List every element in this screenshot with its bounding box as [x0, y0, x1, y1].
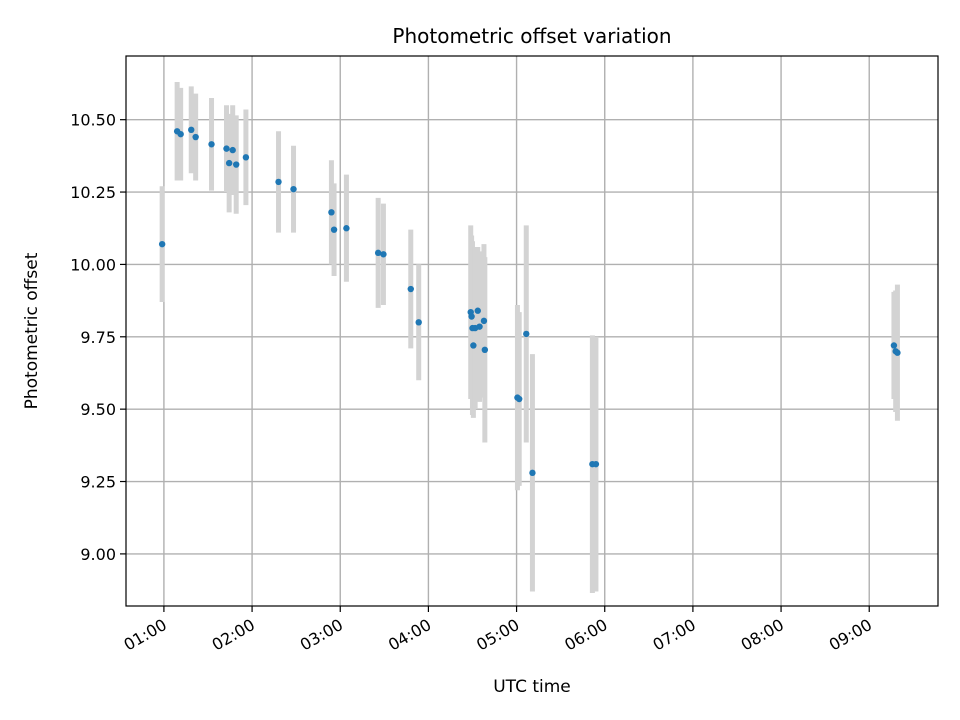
data-point [229, 146, 236, 154]
plot-frame [125, 55, 939, 607]
data-point [480, 317, 488, 325]
data-point [177, 130, 184, 138]
data-point [470, 342, 477, 349]
y-tick-label: 10.25 [70, 183, 116, 202]
data-point [188, 126, 195, 134]
data-point [192, 133, 199, 141]
data-point [415, 319, 422, 326]
data-point [516, 395, 523, 403]
data-point [290, 185, 297, 193]
y-tick-label: 9.00 [80, 545, 116, 564]
data-point [233, 161, 240, 168]
y-tick-label: 10.00 [70, 255, 116, 274]
data-point [158, 240, 166, 248]
y-axis-label: Photometric offset [22, 252, 42, 409]
data-point [242, 154, 250, 161]
point-layer [158, 126, 901, 477]
data-point [343, 225, 350, 232]
y-tick-label: 9.25 [80, 473, 116, 492]
data-point [592, 460, 600, 468]
data-point [529, 469, 536, 477]
data-point [330, 226, 338, 233]
data-point [275, 178, 282, 186]
data-point [328, 209, 335, 216]
y-tick-label: 10.50 [70, 111, 116, 130]
data-point [523, 330, 530, 338]
y-tick-label: 9.50 [80, 400, 116, 419]
data-point [223, 145, 230, 152]
y-axis: 9.00 9.25 9.50 9.75 10.00 10.25 10.50 [70, 111, 126, 564]
data-point [374, 249, 382, 257]
data-point [894, 349, 901, 356]
data-point [481, 346, 489, 354]
data-point [380, 251, 387, 258]
chart-title: Photometric offset variation [392, 24, 671, 48]
data-point [225, 159, 233, 167]
data-point [407, 285, 414, 293]
y-tick-label: 9.75 [80, 328, 116, 347]
data-point [468, 313, 475, 320]
data-point [476, 323, 483, 330]
data-point [208, 141, 215, 148]
data-point [474, 307, 481, 314]
data-point [890, 342, 898, 349]
x-axis-label: UTC time [493, 677, 571, 697]
